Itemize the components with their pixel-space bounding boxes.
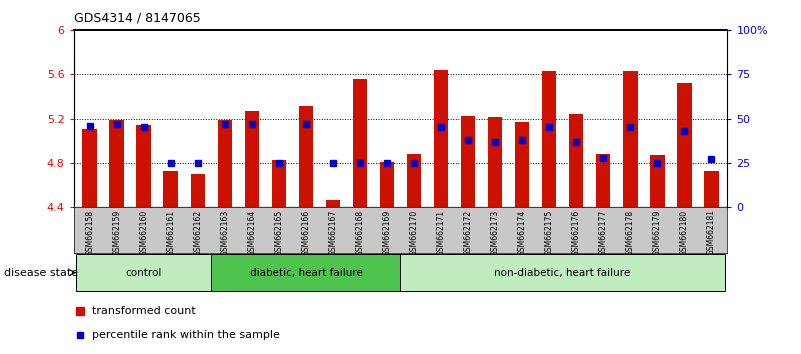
Text: GDS4314 / 8147065: GDS4314 / 8147065 <box>74 12 200 25</box>
Text: diabetic, heart failure: diabetic, heart failure <box>250 268 362 278</box>
Bar <box>541 71 557 207</box>
Text: GSM662168: GSM662168 <box>356 210 364 256</box>
Text: percentile rank within the sample: percentile rank within the sample <box>92 330 280 340</box>
Bar <box>244 111 260 207</box>
Bar <box>272 160 287 207</box>
Text: GSM662173: GSM662173 <box>490 210 500 256</box>
Bar <box>596 154 610 207</box>
Bar <box>191 174 205 207</box>
Bar <box>83 129 98 207</box>
Bar <box>110 120 124 207</box>
Bar <box>514 122 529 207</box>
Text: GSM662166: GSM662166 <box>301 210 311 256</box>
Text: GSM662169: GSM662169 <box>383 210 392 256</box>
Text: GSM662164: GSM662164 <box>248 210 256 256</box>
Bar <box>76 254 211 291</box>
Text: GSM662181: GSM662181 <box>706 210 715 255</box>
Text: GSM662158: GSM662158 <box>86 210 95 256</box>
Bar <box>407 154 421 207</box>
Text: GSM662178: GSM662178 <box>626 210 634 256</box>
Bar <box>211 254 400 291</box>
Bar <box>703 171 718 207</box>
Text: GSM662172: GSM662172 <box>464 210 473 256</box>
Bar <box>325 200 340 207</box>
Bar <box>569 114 583 207</box>
Text: non-diabetic, heart failure: non-diabetic, heart failure <box>494 268 630 278</box>
Bar <box>433 70 449 207</box>
Bar <box>622 71 638 207</box>
Text: GSM662160: GSM662160 <box>139 210 148 256</box>
Bar <box>461 116 476 207</box>
Text: GSM662165: GSM662165 <box>275 210 284 256</box>
Text: GSM662175: GSM662175 <box>545 210 553 256</box>
Text: GSM662171: GSM662171 <box>437 210 445 256</box>
Text: GSM662161: GSM662161 <box>167 210 175 256</box>
Text: GSM662177: GSM662177 <box>598 210 608 256</box>
Bar <box>677 83 691 207</box>
Text: GSM662174: GSM662174 <box>517 210 526 256</box>
Bar <box>380 162 394 207</box>
Text: GSM662170: GSM662170 <box>409 210 418 256</box>
Text: GSM662159: GSM662159 <box>112 210 122 256</box>
Text: GSM662162: GSM662162 <box>193 210 203 256</box>
Bar <box>650 155 665 207</box>
Bar <box>299 107 313 207</box>
Bar <box>218 120 232 207</box>
Text: disease state: disease state <box>4 268 78 278</box>
Bar <box>488 118 502 207</box>
Bar <box>163 171 179 207</box>
Text: control: control <box>126 268 162 278</box>
Text: GSM662176: GSM662176 <box>572 210 581 256</box>
Bar <box>400 254 725 291</box>
Bar <box>352 79 368 207</box>
Text: GSM662163: GSM662163 <box>220 210 229 256</box>
Bar <box>136 125 151 207</box>
Text: GSM662179: GSM662179 <box>653 210 662 256</box>
Text: GSM662167: GSM662167 <box>328 210 337 256</box>
Text: GSM662180: GSM662180 <box>679 210 689 256</box>
Text: transformed count: transformed count <box>92 306 195 316</box>
